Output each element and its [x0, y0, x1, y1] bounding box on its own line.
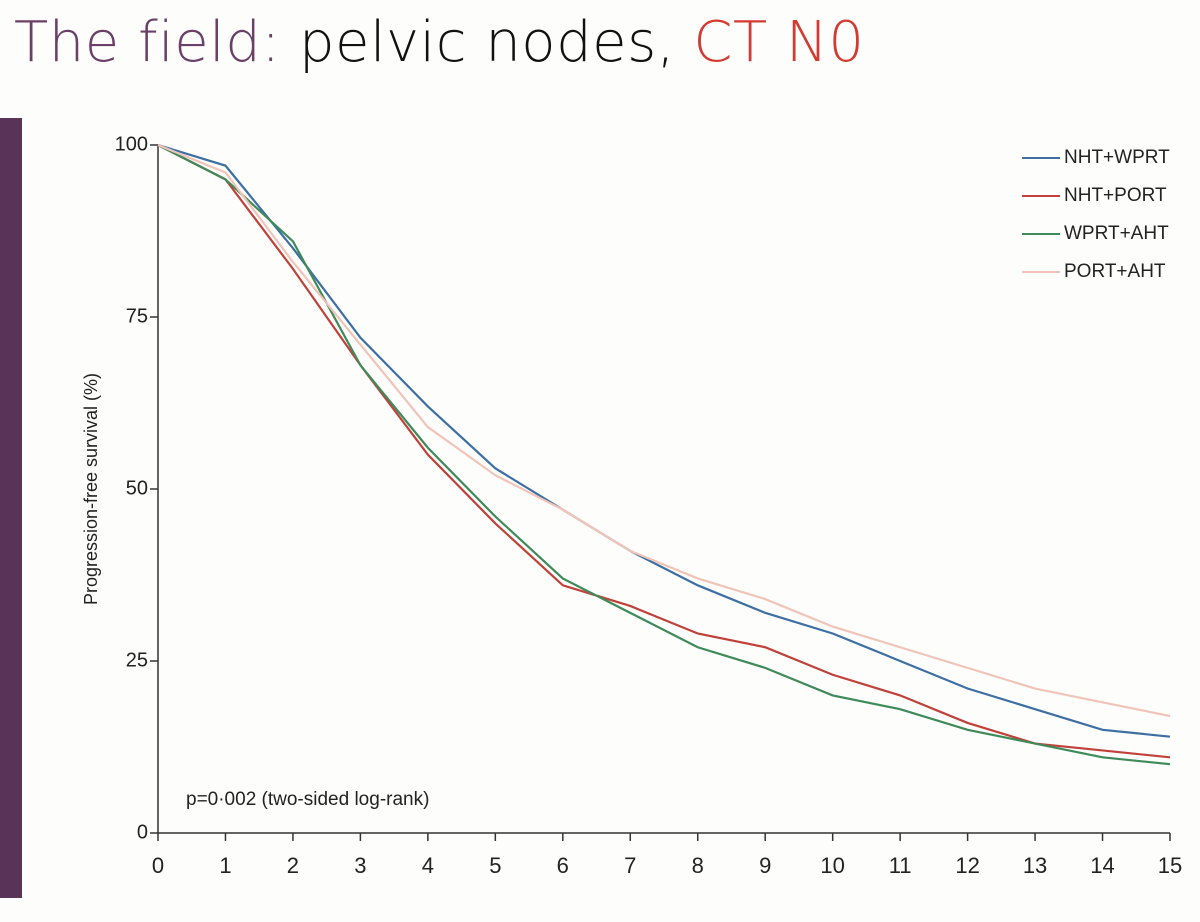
- y-tick-label: 75: [126, 305, 148, 327]
- x-tick-label: 12: [955, 853, 979, 878]
- legend-label: NHT+PORT: [1064, 185, 1167, 206]
- x-tick-label: 10: [820, 853, 844, 878]
- x-tick-label: 3: [354, 853, 366, 878]
- x-tick-label: 4: [422, 853, 434, 878]
- y-tick-label: 50: [126, 477, 148, 499]
- x-tick-label: 11: [889, 853, 912, 878]
- title-part: CT N0: [693, 10, 865, 75]
- legend-label: WPRT+AHT: [1064, 223, 1169, 244]
- x-tick-label: 0: [152, 853, 164, 878]
- x-tick-label: 15: [1158, 853, 1182, 878]
- y-axis-label: Progression-free survival (%): [81, 373, 101, 605]
- x-tick-label: 1: [219, 853, 231, 878]
- legend-label: NHT+WPRT: [1064, 147, 1170, 168]
- title-part: The field:: [14, 10, 281, 75]
- slide-title: The field: pelvic nodes, CT N0: [14, 10, 865, 75]
- legend-label: PORT+AHT: [1064, 261, 1166, 282]
- series-line: [157, 143, 1171, 718]
- series-line: [157, 144, 1171, 766]
- x-tick-label: 14: [1090, 853, 1114, 878]
- x-tick-label: 7: [624, 853, 636, 878]
- x-tick-label: 5: [489, 853, 501, 878]
- x-tick-label: 8: [692, 853, 704, 878]
- y-tick-label: 25: [126, 649, 148, 671]
- accent-bar: [0, 118, 22, 898]
- x-tick-label: 13: [1023, 853, 1047, 878]
- series-line: [157, 144, 1171, 759]
- y-tick-label: 100: [115, 133, 148, 155]
- x-tick-label: 6: [557, 853, 569, 878]
- title-part: pelvic nodes,: [298, 10, 676, 75]
- x-tick-label: 2: [287, 853, 299, 878]
- series-line: [157, 143, 1171, 738]
- x-tick-label: 9: [759, 853, 771, 878]
- annotation: p=0·002 (two-sided log-rank): [186, 789, 429, 810]
- y-tick-label: 0: [137, 821, 148, 843]
